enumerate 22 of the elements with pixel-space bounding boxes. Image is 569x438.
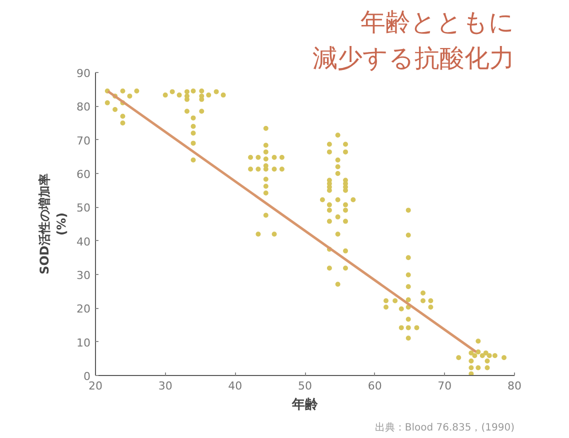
y-axis-title: SOD活性の増加率 (%) [38,174,69,274]
x-tick-label: 50 [298,380,312,392]
y-tick-label: 90 [76,67,91,80]
y-tick-label: 70 [76,134,91,148]
x-tick-label: 80 [508,380,522,392]
y-tick-label: 30 [76,269,91,282]
x-tick-label: 30 [158,380,172,392]
y-tick-label: 60 [76,168,91,181]
y-tick-label: 10 [76,336,91,350]
x-tick-label: 60 [368,380,382,392]
source-note: 出典：Blood 76.835，(1990) [374,422,515,434]
chart-title: 年齢とともに [360,8,514,36]
y-tick-label: 40 [76,235,91,248]
y-tick-label: 0 [84,370,90,383]
x-tick-label: 40 [228,380,242,392]
x-tick-label: 20 [88,380,102,392]
x-axis-title: 年齢 [291,398,319,412]
x-tick-label: 70 [438,380,452,392]
y-tick-label: 50 [76,202,91,215]
y-tick-label: 20 [76,302,91,316]
y-tick-label: 80 [76,100,91,114]
chart-subtitle: 減少する抗酸化力 [312,44,514,72]
